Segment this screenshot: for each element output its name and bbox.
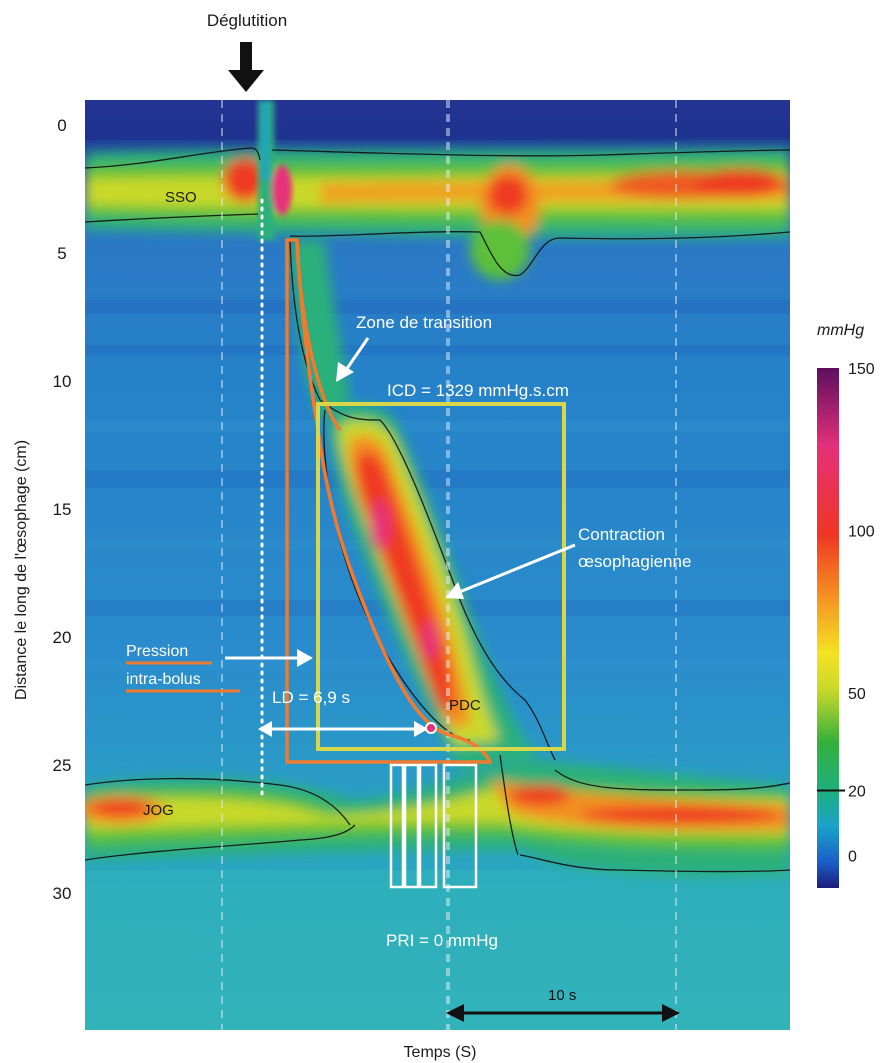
jog-label: JOG	[143, 802, 174, 819]
pri-label: PRI = 0 mmHg	[386, 931, 498, 950]
deglutition-arrow	[228, 42, 264, 92]
sso-label: SSO	[165, 189, 197, 206]
colorbar-tick-label: 20	[848, 784, 866, 801]
icd-box	[316, 402, 566, 751]
y-tick-label: 10	[53, 372, 72, 391]
colorbar-tick-label: 50	[848, 686, 866, 703]
zone-transition-label: Zone de transition	[356, 313, 492, 332]
contraction-label-2: œsophagienne	[578, 552, 691, 571]
scale-bar-label: 10 s	[548, 987, 576, 1004]
colorbar-title: mmHg	[817, 322, 864, 339]
pri-boxes	[389, 763, 478, 889]
pression-label-2: intra-bolus	[126, 671, 201, 688]
scale-bar	[446, 1004, 680, 1022]
y-tick-label: 0	[57, 116, 66, 135]
colorbar-tick-label: 0	[848, 849, 857, 866]
y-tick-label: 30	[53, 884, 72, 903]
zone-transition-arrow	[336, 337, 370, 382]
contraction-label-1: Contraction	[578, 525, 665, 544]
pression-label-1: Pression	[126, 643, 188, 660]
y-tick-label: 15	[53, 500, 72, 519]
deglutition-label: Déglutition	[207, 11, 287, 30]
intra-bolus-outline	[285, 238, 493, 764]
y-axis-label: Distance le long de l'œsophage (cm)	[13, 440, 30, 700]
y-tick-label: 25	[53, 756, 72, 775]
y-tick-label: 5	[57, 244, 66, 263]
colorbar-ticks: 150 100 50 20 0	[817, 361, 875, 866]
ld-label: LD = 6,9 s	[272, 688, 350, 707]
x-axis-label: Temps (S)	[404, 1044, 477, 1061]
pression-arrow	[225, 649, 313, 667]
contraction-arrow	[445, 543, 576, 599]
colorbar	[817, 368, 839, 888]
y-tick-label: 20	[53, 628, 72, 647]
y-axis-ticks: 0 5 10 15 20 25 30	[53, 116, 72, 903]
ld-arrow	[258, 721, 428, 737]
zone-transition-curve	[295, 239, 342, 432]
time-gridlines	[221, 100, 677, 1030]
pdc-marker	[425, 722, 437, 734]
colorbar-tick-label: 100	[848, 524, 875, 541]
colorbar-tick-label: 150	[848, 361, 875, 378]
pdc-label: PDC	[449, 697, 481, 714]
icd-label: ICD = 1329 mmHg.s.cm	[387, 381, 569, 400]
pressure-heatmap	[85, 100, 790, 1030]
